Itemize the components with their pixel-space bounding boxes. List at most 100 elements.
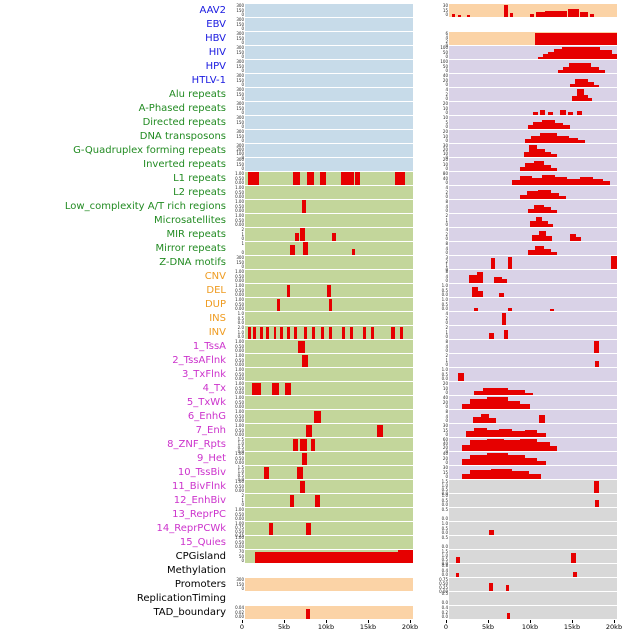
y-axis-tick-label: 10 (442, 133, 448, 139)
signal-bar (482, 387, 508, 395)
y-axis-tick-label: 0.00 (235, 194, 244, 199)
right-panel-yticks: 80 40 0 (413, 172, 449, 185)
y-axis-tick-label: 0 (445, 334, 448, 339)
left-track-panel (245, 452, 413, 465)
y-axis-tick-label: 0.0 (441, 600, 448, 605)
x-axis-tickmark (488, 620, 489, 623)
x-axis-tick-label: 15kb (563, 623, 581, 631)
signal-bar (471, 286, 478, 297)
x-axis-tick-label: 15kb (359, 623, 377, 631)
signal-bar (534, 245, 544, 255)
y-axis-tick-label: 1 (241, 497, 244, 503)
signal-bar (519, 175, 533, 185)
right-track-panel (449, 396, 617, 409)
right-track-panel (449, 116, 617, 129)
right-track-panel (449, 494, 617, 507)
right-panel-yticks: 30 15 0 (413, 424, 449, 437)
y-axis-tick-label: 0.5 (441, 525, 448, 531)
y-axis-tick-label: 50 (238, 553, 244, 559)
y-axis-tick-label: 0 (241, 124, 244, 129)
signal-bar (520, 195, 528, 199)
signal-bar (510, 13, 513, 17)
signal-bar (542, 175, 555, 185)
signal-bar (533, 204, 544, 213)
track-row: INV 2.0 1.0 0.0 2 1 0 (0, 326, 630, 339)
right-track-panel (449, 102, 617, 115)
y-axis-tick-label: 1.0 (441, 483, 448, 488)
signal-bar (476, 271, 483, 283)
right-track-panel (449, 32, 617, 45)
right-track-panel (449, 606, 617, 619)
signal-bar (533, 161, 544, 171)
signal-bar (527, 125, 533, 129)
signal-bar (520, 404, 531, 409)
left-panel-yticks: 1.00 0.50 0.00 (229, 410, 245, 423)
y-axis-tick-label: 1.00 (235, 339, 244, 344)
y-axis-tick-label: 0.00 (235, 278, 244, 283)
track-row: 2_TssAFlnk 1.00 0.50 0.00 2 1 0 (0, 354, 630, 367)
y-axis-tick-label: 300 (236, 143, 244, 148)
signal-bar (570, 552, 576, 563)
y-axis-tick-label: 0.5 (441, 507, 448, 512)
y-axis-tick-label: 4 (445, 311, 448, 316)
y-axis-tick-label: 40 (442, 441, 448, 446)
y-axis-tick-label: 100 (440, 45, 448, 50)
track-row: DUP 1.00 0.50 0.00 1.0 0.5 0.0 (0, 298, 630, 311)
y-axis-tick-label: 10 (442, 161, 448, 167)
y-axis-tick-label: 0.50 (235, 483, 244, 489)
y-axis-tick-label: 8 (445, 339, 448, 344)
y-axis-tick-label: 10 (442, 105, 448, 111)
signal-bar (592, 179, 603, 185)
signal-bar (397, 550, 413, 563)
signal-bar (534, 32, 617, 45)
y-axis-tick-label: 0.50 (235, 217, 244, 223)
y-axis-tick-label: 20 (442, 455, 448, 461)
y-axis-tick-label: 0 (445, 390, 448, 395)
y-axis-tick-label: 300 (236, 255, 244, 260)
y-axis-tick-label: 8 (445, 269, 448, 274)
right-panel-yticks: 30 20 10 0 (413, 144, 449, 160)
y-axis-tick-label: 0.0 (441, 544, 448, 549)
signal-bar (474, 391, 483, 395)
left-panel-yticks (229, 564, 245, 577)
signal-bar (594, 340, 600, 353)
signal-bar (452, 14, 455, 17)
track-label: EBV (206, 19, 226, 30)
signal-bar (294, 232, 299, 241)
y-axis-tick-label: 20 (442, 77, 448, 83)
signal-bar (461, 459, 470, 465)
y-axis-tick-label: 1.0 (441, 367, 448, 372)
right-panel-yticks: 20 10 0 (413, 102, 449, 115)
signal-bar (248, 172, 260, 185)
y-axis-tick-label: 0.5 (441, 497, 448, 503)
y-axis-tick-label: 4 (445, 227, 448, 232)
y-axis-tick-label: 0 (241, 264, 244, 269)
y-axis-tick-label: 0.50 (235, 371, 244, 377)
right-track-panel (449, 18, 617, 31)
y-axis-tick-label: 1.00 (235, 507, 244, 512)
left-panel-yticks: 1.00 0.50 0.00 (229, 396, 245, 409)
y-axis-tick-label: 10 (442, 115, 448, 120)
y-axis-tick-label: 1.5 (237, 465, 244, 470)
left-panel-yticks: 300 150 0 (229, 88, 245, 101)
y-axis-tick-label: 0.50 (235, 511, 244, 517)
y-axis-tick-label: 0.00 (235, 180, 244, 185)
right-track-panel (449, 424, 617, 437)
track-row: 10_TssBiv 1.5 1.0 0.5 0.0 30 15 0 (0, 465, 630, 482)
x-axis-tick-label: 5kb (277, 623, 291, 631)
signal-bar (533, 121, 543, 129)
signal-bar (532, 234, 539, 241)
signal-bar (306, 608, 310, 619)
track-row: Inverted repeats 300 150 0 20 10 0 (0, 158, 630, 171)
track-row: 1_TssA 1.00 0.50 0.00 8 4 0 (0, 340, 630, 353)
y-axis-tick-label: 0 (241, 155, 244, 160)
signal-bar (551, 167, 558, 171)
axis-spacer-left (0, 620, 242, 632)
x-axis-tickmark (410, 620, 411, 623)
y-axis-tick-label: 150 (236, 105, 244, 111)
x-axis-tick-label: 5kb (481, 623, 495, 631)
